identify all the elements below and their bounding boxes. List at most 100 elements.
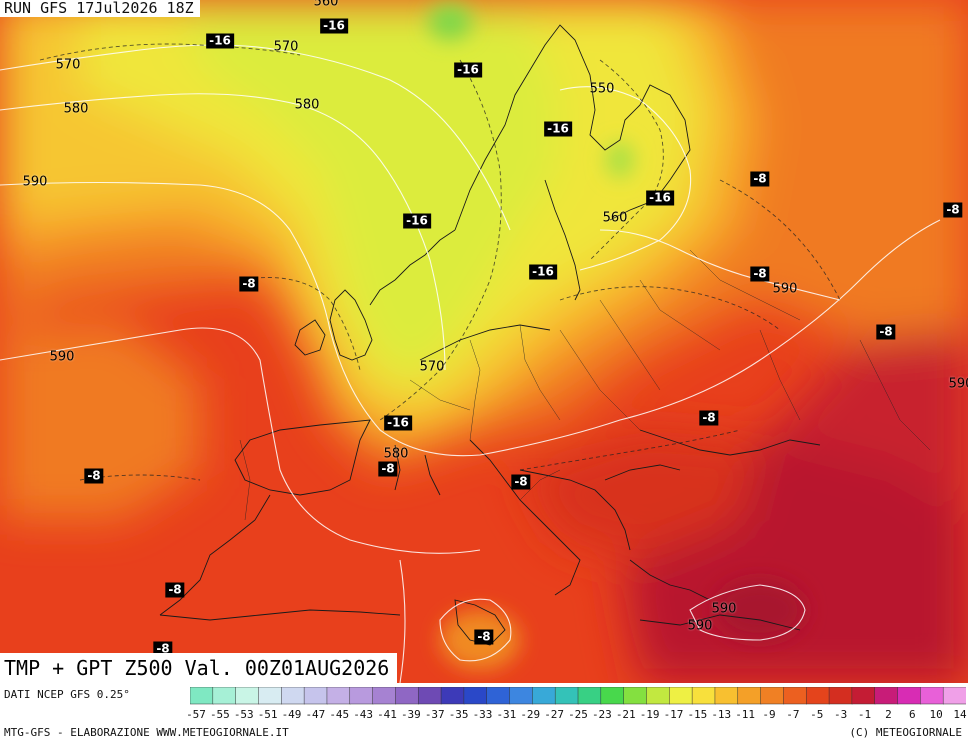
color-scale-swatch (463, 687, 488, 705)
map-title: TMP + GPT Z500 Val. 00Z01AUG2026 (0, 653, 398, 683)
color-scale-tick: 6 (908, 708, 916, 721)
temperature-label: -16 (544, 121, 572, 137)
color-scale-swatch (554, 687, 579, 705)
color-scale-tick: 14 (953, 708, 967, 721)
color-scale-tick: -13 (711, 708, 732, 721)
geopotential-label: 570 (55, 57, 81, 73)
color-scale-swatch (440, 687, 465, 705)
copyright-text: (C) METEOGIORNALE (849, 726, 962, 739)
color-scale-swatch (828, 687, 853, 705)
geopotential-label: 590 (772, 281, 798, 297)
geopotential-label: 570 (419, 359, 445, 375)
temperature-label: -16 (384, 415, 412, 431)
color-scale-swatch (897, 687, 922, 705)
color-scale-swatch (600, 687, 625, 705)
geopotential-label: 570 (273, 39, 299, 55)
color-scale-tick: -1 (857, 708, 872, 721)
color-scale-swatch (920, 687, 944, 705)
color-scale-tick: -41 (377, 708, 397, 721)
color-scale-tick: -19 (639, 708, 660, 721)
temperature-label: -8 (84, 468, 104, 484)
temperature-contours (39, 43, 841, 481)
color-scale-tick: -15 (687, 708, 708, 721)
temperature-label: -8 (876, 324, 896, 340)
temperature-label: -8 (750, 171, 770, 187)
color-scale-swatch (805, 687, 830, 705)
color-scale-tick: 2 (885, 708, 892, 721)
color-scale-swatch (646, 687, 671, 705)
color-scale-labels: -57 -55 -53 -51 -49 -47 -45 -43 -41 -39 -37 -35 -33-… (186, 708, 967, 722)
color-scale-swatch (372, 687, 397, 705)
color-scale-tick: -57 (186, 708, 206, 721)
geopotential-label: 590 (22, 174, 48, 190)
color-scale-swatch (303, 687, 328, 705)
color-scale-tick: -25 (568, 708, 588, 721)
color-scale-swatch (532, 687, 556, 705)
geopotential-label: 560 (602, 210, 628, 226)
color-scale-swatch (486, 687, 511, 705)
color-scale-tick: -23 (591, 708, 612, 721)
color-scale-tick: -55 (209, 708, 230, 721)
temperature-label: -8 (511, 474, 531, 490)
color-scale-tick: 10 (929, 708, 943, 721)
borders (239, 249, 931, 521)
color-scale-tick: -11 (735, 708, 756, 721)
color-scale-swatch (691, 687, 716, 705)
color-scale-tick: -21 (615, 708, 636, 721)
geopotential-label: 580 (383, 446, 409, 462)
color-scale-swatch (623, 687, 648, 705)
color-scale-swatch (714, 687, 739, 705)
color-scale-swatch (417, 687, 442, 705)
color-scale-swatch (190, 687, 214, 705)
temperature-label: -8 (943, 202, 963, 218)
temperature-label: -16 (454, 62, 482, 78)
color-scale-swatch (737, 687, 762, 705)
color-scale-swatch (281, 687, 305, 705)
temperature-label: -16 (403, 213, 431, 229)
color-scale-tick: -9 (762, 708, 776, 721)
color-scale-tick: -43 (353, 708, 374, 721)
color-scale-tick: -27 (544, 708, 565, 721)
color-scale-swatch (577, 687, 602, 705)
color-scale-tick: -49 (281, 708, 302, 721)
color-scale-tick: -39 (400, 708, 421, 721)
color-scale-swatch (212, 687, 237, 705)
temperature-label: -16 (646, 190, 674, 206)
color-scale-tick: -53 (233, 708, 254, 721)
color-scale-tick: -51 (257, 708, 278, 721)
geopotential-label: 590 (948, 376, 968, 392)
color-scale (190, 687, 966, 705)
color-scale-swatch (326, 687, 351, 705)
data-source: DATI NCEP GFS 0.25° (4, 688, 130, 701)
color-scale-tick: -29 (520, 708, 541, 721)
geopotential-label: 590 (687, 618, 713, 634)
geopotential-label: 590 (711, 601, 737, 617)
temperature-label: -8 (165, 582, 185, 598)
temperature-label: -8 (750, 266, 770, 282)
temperature-label: -8 (239, 276, 259, 292)
color-scale-swatch (851, 687, 876, 705)
temperature-label: -16 (529, 264, 557, 280)
color-scale-swatch (760, 687, 785, 705)
geopotential-label: 580 (63, 101, 89, 117)
geopotential-label: 580 (294, 97, 320, 113)
color-scale-tick: -7 (786, 708, 800, 721)
color-scale-swatch (235, 687, 260, 705)
color-scale-swatch (669, 687, 693, 705)
color-scale-tick: -35 (448, 708, 469, 721)
color-scale-tick: -31 (496, 708, 517, 721)
temperature-label: -16 (206, 33, 234, 49)
color-scale-swatch (258, 687, 283, 705)
weather-map: RUN GFS 17Jul2026 18Z -16 -16 -16 -16 -1… (0, 0, 968, 683)
credit-text: MTG-GFS - ELABORAZIONE WWW.METEOGIORNALE… (4, 726, 289, 739)
color-scale-swatch (874, 687, 899, 705)
color-scale-swatch (395, 687, 419, 705)
color-scale-swatch (783, 687, 807, 705)
temperature-label: -8 (699, 410, 719, 426)
color-scale-swatch (349, 687, 374, 705)
color-scale-tick: -45 (329, 708, 350, 721)
geopotential-contours (0, 44, 941, 683)
temperature-label: -8 (474, 629, 494, 645)
color-scale-swatch (942, 687, 966, 705)
color-scale-swatch (509, 687, 534, 705)
